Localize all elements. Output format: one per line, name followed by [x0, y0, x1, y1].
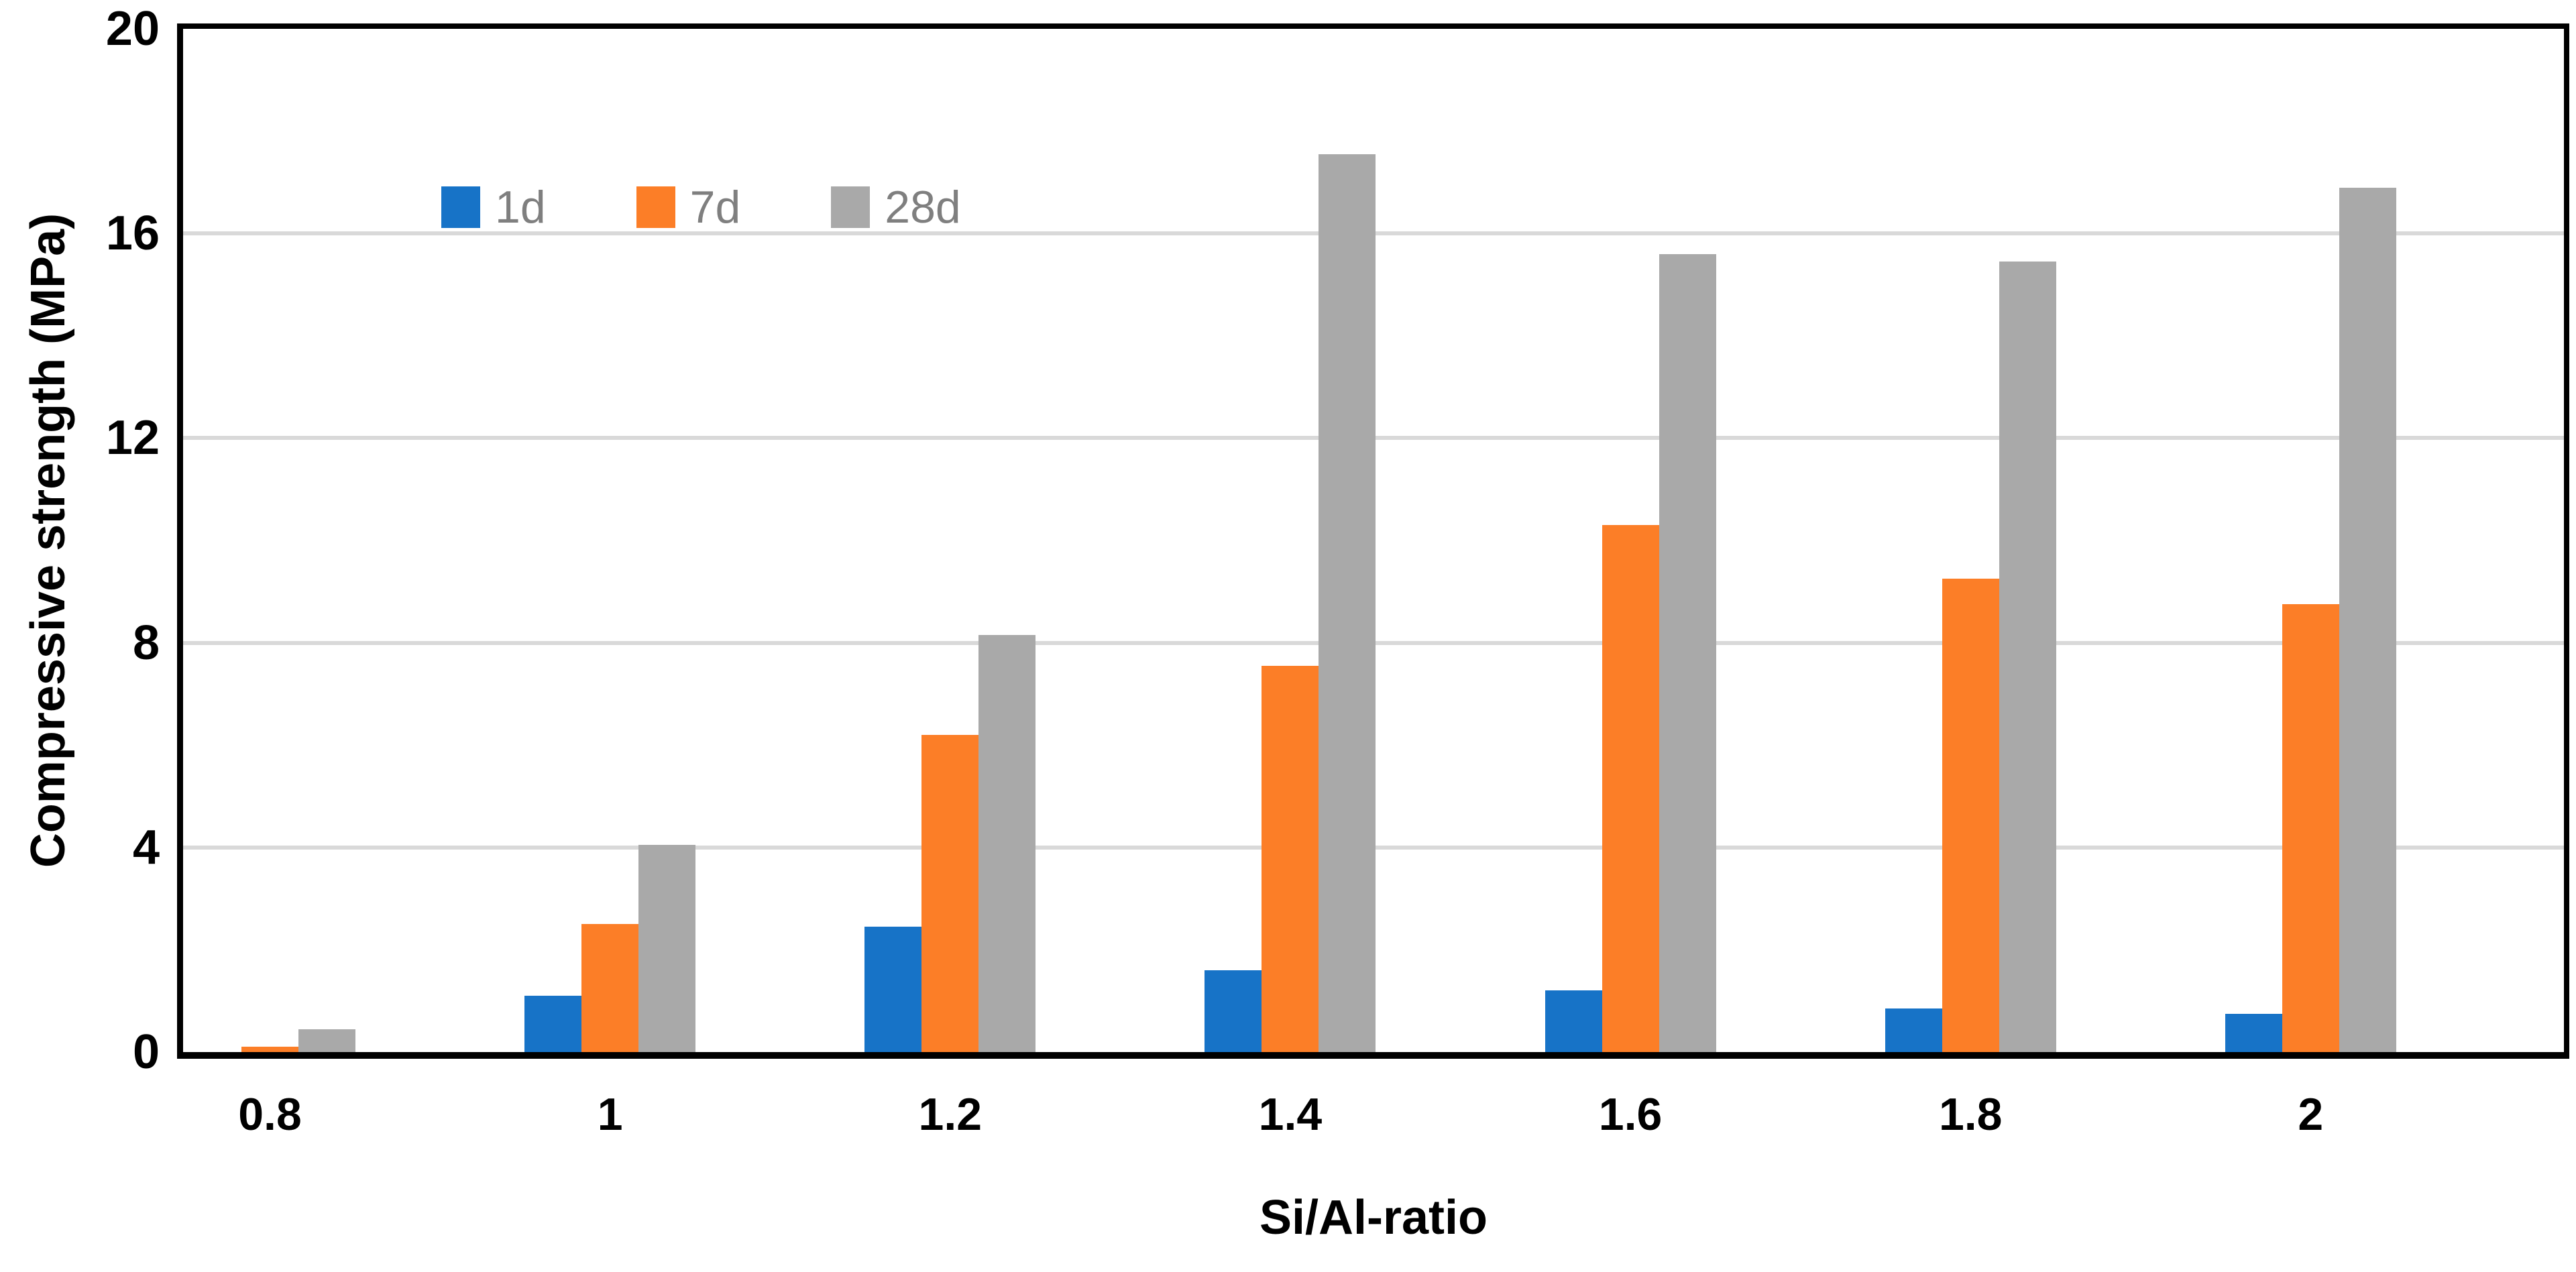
bar-1d-1.8 [1885, 1008, 1942, 1052]
bar-7d-1.4 [1262, 666, 1319, 1052]
bar-7d-1.2 [921, 735, 979, 1052]
x-tick-label-0.8: 0.8 [238, 1089, 302, 1140]
legend-label-7d: 7d [689, 182, 741, 233]
bar-1d-1.2 [864, 927, 922, 1052]
x-tick-label-1: 1 [597, 1089, 623, 1140]
bar-7d-2 [2282, 604, 2339, 1052]
bar-28d-1.6 [1659, 254, 1716, 1052]
legend-swatch-28d [831, 186, 871, 228]
bar-1d-1 [524, 996, 582, 1052]
legend-label-28d: 28d [885, 182, 961, 233]
x-axis-title: Si/Al-ratio [1259, 1191, 1488, 1245]
x-tick-label-1.4: 1.4 [1258, 1089, 1323, 1140]
bar-7d-0.8 [241, 1047, 298, 1052]
bar-7d-1.6 [1602, 525, 1659, 1052]
bar-7d-1.8 [1942, 579, 1999, 1052]
bar-28d-0.8 [298, 1029, 355, 1052]
legend-swatch-1d [441, 186, 480, 228]
legend-item-1d: 1d [441, 184, 546, 230]
bar-1d-1.6 [1545, 990, 1602, 1052]
bar-28d-1.2 [978, 635, 1036, 1052]
y-axis-title: Compressive strength (MPa) [21, 213, 75, 868]
bar-28d-1.8 [1999, 262, 2056, 1052]
bar-28d-1.4 [1319, 154, 1376, 1052]
y-tick-label-12: 12 [105, 411, 160, 465]
y-tick-label-8: 8 [132, 616, 160, 670]
y-tick-label-16: 16 [105, 207, 160, 261]
x-tick-label-2: 2 [2298, 1089, 2324, 1140]
legend-swatch-7d [636, 186, 675, 228]
x-tick-label-1.8: 1.8 [1938, 1089, 2003, 1140]
y-tick-label-0: 0 [132, 1025, 160, 1079]
bar-28d-1 [638, 845, 696, 1052]
legend-label-1d: 1d [495, 182, 546, 233]
y-tick-label-20: 20 [105, 2, 160, 56]
bar-28d-2 [2339, 188, 2396, 1052]
bar-1d-2 [2225, 1014, 2282, 1052]
legend: 1d 7d 28d [441, 184, 961, 230]
bar-7d-1 [581, 924, 639, 1052]
bar-1d-1.4 [1205, 970, 1262, 1052]
plot-area: 1d 7d 28d [177, 23, 2569, 1059]
x-tick-label-1.2: 1.2 [918, 1089, 983, 1140]
y-tick-label-4: 4 [132, 820, 160, 874]
legend-item-7d: 7d [636, 182, 741, 233]
legend-item-28d: 28d [831, 182, 961, 233]
x-tick-label-1.6: 1.6 [1598, 1089, 1663, 1140]
